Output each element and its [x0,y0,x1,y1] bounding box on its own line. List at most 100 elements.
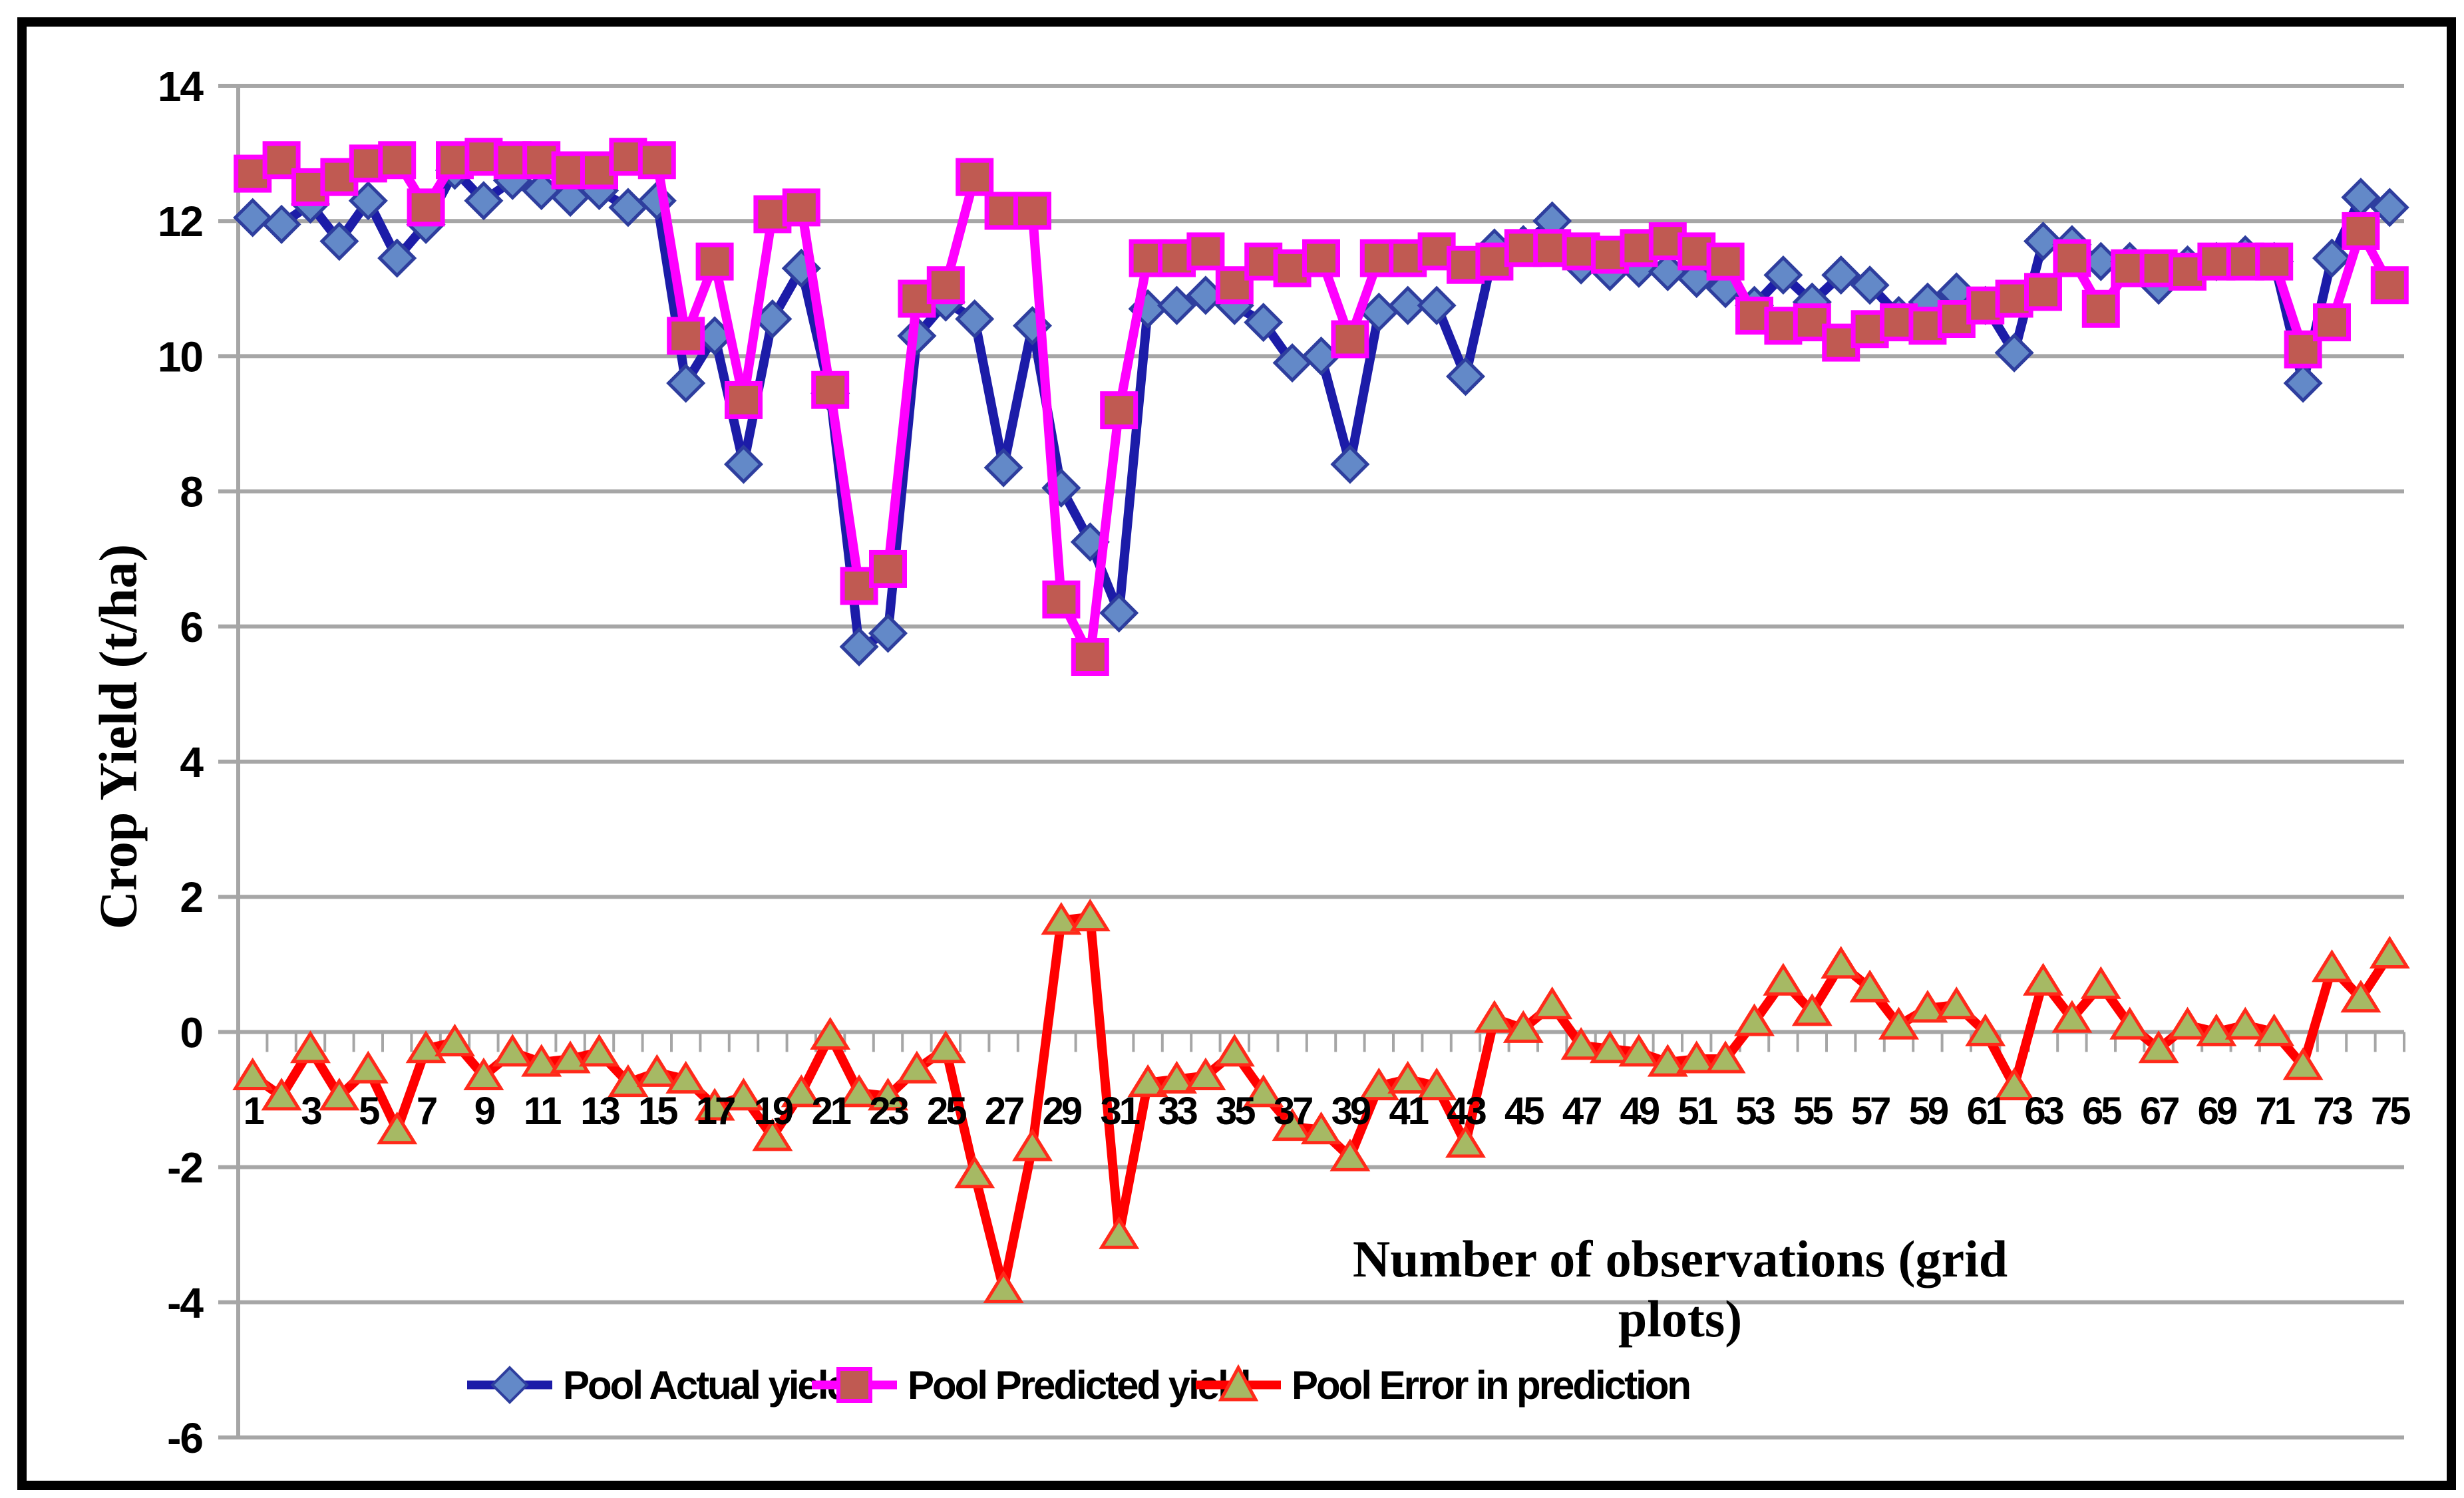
marker-triangle [781,1074,822,1108]
y-tick-label: 12 [158,198,203,245]
marker-triangle [377,1111,418,1145]
y-tick-label: -2 [167,1144,202,1192]
x-tick-label: 39 [1331,1090,1371,1133]
marker-triangle [2282,1047,2324,1080]
marker-triangle [2224,1006,2266,1040]
x-tick-label: 23 [869,1090,908,1133]
marker-triangle [1590,1030,1630,1064]
marker-diamond [1156,285,1197,325]
marker-triangle [1416,1067,1457,1101]
marker-square [1302,239,1340,277]
marker-diamond [1244,303,1284,343]
y-tick-label: 0 [180,1008,202,1056]
x-tick-label: 49 [1620,1090,1660,1133]
marker-square [695,242,734,281]
marker-square [2370,266,2409,305]
marker-diamond [955,299,995,339]
marker-square [2024,273,2062,311]
marker-triangle [1763,963,1804,996]
marker-triangle [694,1088,735,1121]
marker-diamond [723,444,764,484]
marker-triangle [752,1118,793,1151]
marker-square [725,380,763,419]
marker-diamond [1994,333,2034,373]
marker-triangle [868,1078,908,1111]
marker-triangle [2167,1006,2208,1040]
marker-triangle [405,1030,446,1064]
marker-triangle [1532,986,1573,1020]
marker-diamond [1417,285,1457,325]
x-tick-label: 35 [1216,1090,1255,1133]
marker-triangle [463,1057,504,1090]
x-tick-label: 19 [754,1090,793,1133]
marker-triangle [2196,1013,2237,1046]
marker-diamond [2023,222,2063,261]
marker-triangle [1185,1057,1226,1090]
marker-triangle [492,1034,533,1067]
marker-triangle [1705,1040,1746,1074]
marker-triangle [1301,1111,1341,1145]
marker-triangle [1329,1138,1371,1171]
chart-border [17,17,2456,1490]
marker-diamond [666,363,706,403]
marker-diamond [2370,188,2409,227]
error-triangle-icon [1196,1364,1281,1402]
marker-triangle [1821,946,1862,979]
x-tick-label: 43 [1447,1090,1486,1133]
marker-triangle [2109,1006,2151,1040]
marker-diamond [2283,363,2323,403]
marker-square [1100,391,1139,430]
marker-square [956,158,994,196]
marker-triangle [1849,969,1890,1002]
marker-square [869,549,907,588]
marker-triangle [1734,1003,1775,1036]
x-tick-label: 17 [696,1090,735,1133]
marker-triangle [1618,1034,1660,1067]
marker-diamond [1445,357,1486,396]
y-tick-label: -4 [167,1279,204,1327]
marker-square [1071,638,1109,676]
marker-triangle [1243,1074,1284,1108]
marker-triangle [1387,1060,1429,1094]
marker-square [1042,580,1081,619]
marker-triangle [261,1078,302,1111]
marker-square [637,141,676,180]
marker-triangle [290,1030,331,1064]
marker-triangle [1099,1216,1140,1249]
marker-square [926,266,965,305]
x-tick-label: 51 [1677,1090,1717,1133]
marker-triangle [232,1057,273,1090]
y-tick-label: 6 [180,603,202,651]
marker-diamond [262,204,301,244]
x-tick-label: 11 [524,1090,561,1133]
marker-diamond [868,613,908,653]
marker-diamond [377,238,417,278]
marker-triangle [1214,1034,1255,1067]
marker-square [2342,212,2380,250]
x-axis-title: Number of observations (grid plots) [1352,1230,2008,1348]
legend-label-actual: Pool Actual yield [563,1362,851,1408]
x-tick-label: 29 [1043,1090,1082,1133]
marker-triangle [2312,949,2352,982]
marker-triangle [838,1074,880,1108]
marker-square [898,279,936,318]
marker-diamond [983,448,1023,488]
marker-triangle [983,1270,1024,1303]
marker-triangle [636,1054,677,1087]
x-tick-label: 59 [1909,1090,1948,1133]
marker-triangle [810,1016,851,1050]
marker-triangle [2254,1013,2295,1046]
marker-triangle [521,1044,562,1077]
marker-triangle [1560,1026,1602,1060]
marker-triangle [319,1078,360,1111]
marker-square [1331,320,1369,359]
x-tick-label: 61 [1966,1090,2006,1133]
marker-triangle [2340,979,2381,1013]
marker-triangle [665,1060,707,1094]
marker-triangle [2138,1030,2179,1064]
y-tick-label: 4 [180,738,204,786]
x-tick-label: 15 [638,1090,677,1133]
y-tick-label: 10 [158,333,202,380]
marker-square [262,141,301,180]
marker-triangle [1676,1040,1717,1074]
